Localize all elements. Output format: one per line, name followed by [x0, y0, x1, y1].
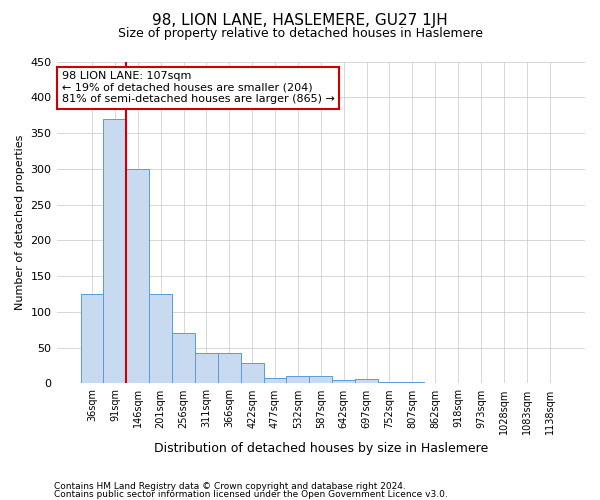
- Bar: [195, 354, 218, 384]
- Bar: [103, 118, 127, 384]
- X-axis label: Distribution of detached houses by size in Haslemere: Distribution of detached houses by size …: [154, 442, 488, 455]
- Text: Contains public sector information licensed under the Open Government Licence v3: Contains public sector information licen…: [54, 490, 448, 499]
- Bar: [286, 376, 310, 384]
- Bar: [446, 382, 469, 384]
- Bar: [378, 382, 401, 384]
- Bar: [263, 378, 286, 384]
- Bar: [241, 364, 263, 384]
- Text: 98 LION LANE: 107sqm
← 19% of detached houses are smaller (204)
81% of semi-deta: 98 LION LANE: 107sqm ← 19% of detached h…: [62, 71, 335, 104]
- Bar: [127, 169, 149, 384]
- Text: Contains HM Land Registry data © Crown copyright and database right 2024.: Contains HM Land Registry data © Crown c…: [54, 482, 406, 491]
- Bar: [310, 376, 332, 384]
- Bar: [218, 354, 241, 384]
- Bar: [401, 382, 424, 384]
- Bar: [149, 294, 172, 384]
- Bar: [80, 294, 103, 384]
- Bar: [424, 382, 446, 384]
- Bar: [172, 334, 195, 384]
- Bar: [355, 379, 378, 384]
- Bar: [493, 382, 515, 384]
- Text: 98, LION LANE, HASLEMERE, GU27 1JH: 98, LION LANE, HASLEMERE, GU27 1JH: [152, 12, 448, 28]
- Bar: [538, 382, 561, 384]
- Y-axis label: Number of detached properties: Number of detached properties: [15, 135, 25, 310]
- Bar: [515, 382, 538, 384]
- Text: Size of property relative to detached houses in Haslemere: Size of property relative to detached ho…: [118, 28, 482, 40]
- Bar: [469, 382, 493, 384]
- Bar: [332, 380, 355, 384]
